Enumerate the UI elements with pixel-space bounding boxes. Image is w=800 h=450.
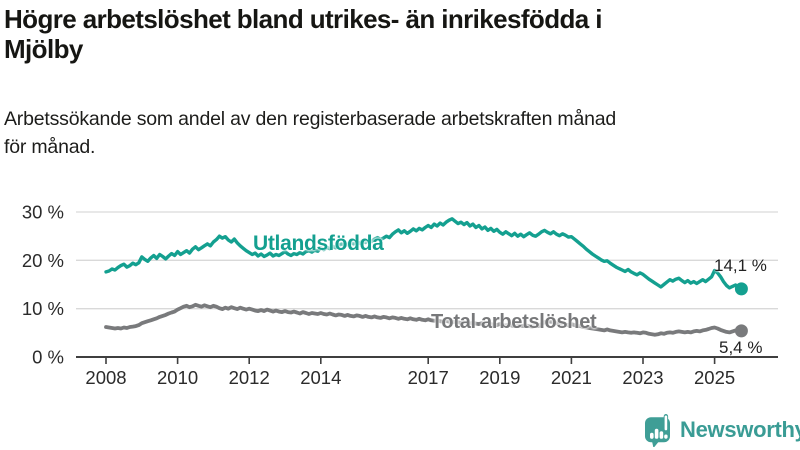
- series-line-utlandsfodda: [104, 217, 744, 291]
- end-value-label-utlandsfodda: 14,1 %: [714, 256, 767, 275]
- newsworthy-wordmark: Newsworthy: [680, 416, 800, 442]
- series-line-total: [104, 302, 744, 337]
- x-tick-label: 2008: [85, 367, 126, 388]
- series-label-utlandsfodda: Utlandsfödda: [253, 232, 384, 255]
- y-tick-label: 30 %: [22, 202, 64, 223]
- page-title-line2: Mjölby: [4, 34, 83, 64]
- x-tick-label: 2025: [694, 367, 735, 388]
- x-tick-label: 2014: [300, 367, 341, 388]
- x-tick-label: 2019: [479, 367, 520, 388]
- page-title-line1: Högre arbetslöshet bland utrikes- än inr…: [4, 4, 602, 34]
- x-tick-label: 2012: [229, 367, 270, 388]
- end-dot-utlandsfodda: [734, 282, 748, 296]
- end-dot-total: [734, 324, 748, 338]
- y-tick-label: 10 %: [22, 298, 64, 319]
- x-tick-label: 2017: [408, 367, 449, 388]
- newsworthy-icon: [645, 414, 670, 447]
- x-tick-label: 2023: [622, 367, 663, 388]
- page-subtitle: Arbetssökande som andel av den registerb…: [4, 105, 616, 161]
- x-tick-label: 2010: [157, 367, 198, 388]
- newsworthy-logo[interactable]: Newsworthy: [644, 412, 800, 447]
- y-tick-label: 20 %: [22, 250, 64, 271]
- page-title: Högre arbetslöshet bland utrikes- än inr…: [4, 4, 602, 64]
- end-value-label-total: 5,4 %: [719, 338, 763, 357]
- y-tick-label: 0 %: [32, 347, 64, 368]
- x-tick-label: 2021: [551, 367, 592, 388]
- series-label-total-arbetsloshet: Total arbetslöshet: [431, 311, 597, 333]
- page-subtitle-line1: Arbetssökande som andel av den registerb…: [4, 108, 617, 130]
- page-subtitle-line2: för månad.: [4, 136, 96, 158]
